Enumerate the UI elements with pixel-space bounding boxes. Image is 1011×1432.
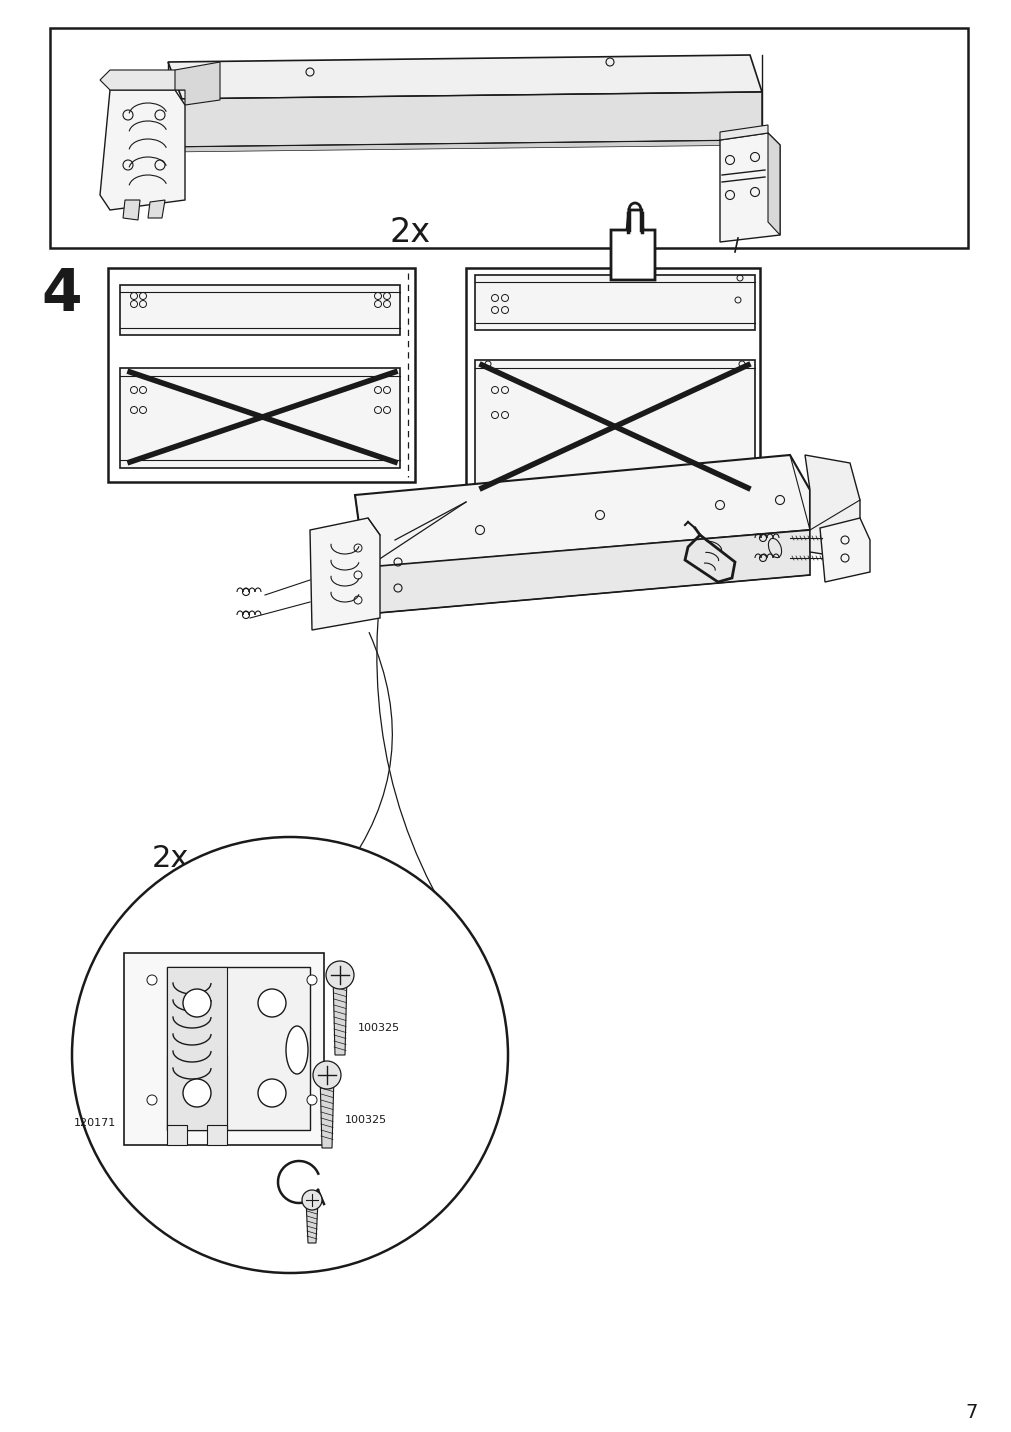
Circle shape [72, 836, 508, 1273]
Polygon shape [804, 455, 859, 560]
Polygon shape [613, 246, 652, 278]
Polygon shape [474, 275, 754, 329]
Polygon shape [819, 518, 869, 581]
Text: 120171: 120171 [74, 1118, 116, 1128]
Polygon shape [333, 975, 347, 1055]
Circle shape [183, 1078, 210, 1107]
Polygon shape [168, 140, 764, 152]
Text: 7: 7 [964, 1402, 977, 1422]
Polygon shape [305, 1200, 317, 1243]
Circle shape [147, 975, 157, 985]
Polygon shape [124, 954, 324, 1146]
Text: 2x: 2x [389, 215, 430, 249]
Polygon shape [719, 125, 767, 140]
Polygon shape [148, 200, 165, 218]
Ellipse shape [286, 1025, 307, 1074]
Polygon shape [767, 133, 779, 235]
Polygon shape [175, 62, 219, 105]
Polygon shape [167, 967, 309, 1130]
Polygon shape [319, 1075, 334, 1148]
Polygon shape [207, 1126, 226, 1146]
Circle shape [258, 990, 286, 1017]
Text: 2x: 2x [152, 843, 188, 872]
Polygon shape [123, 200, 140, 221]
Circle shape [312, 1061, 341, 1088]
Polygon shape [120, 368, 399, 468]
Polygon shape [613, 232, 628, 246]
Polygon shape [719, 133, 779, 242]
Text: 4: 4 [41, 265, 82, 322]
Circle shape [183, 990, 210, 1017]
Circle shape [301, 1190, 321, 1210]
Circle shape [306, 1095, 316, 1106]
Circle shape [326, 961, 354, 990]
Polygon shape [628, 213, 641, 251]
Polygon shape [474, 359, 754, 493]
Polygon shape [168, 92, 761, 147]
Polygon shape [168, 54, 761, 99]
Text: 100325: 100325 [345, 1116, 387, 1126]
Polygon shape [167, 967, 226, 1130]
Polygon shape [120, 285, 399, 335]
Polygon shape [167, 1126, 187, 1146]
Circle shape [147, 1095, 157, 1106]
Polygon shape [355, 530, 809, 614]
Text: 100325: 100325 [358, 1022, 399, 1032]
Polygon shape [100, 90, 185, 211]
Polygon shape [167, 1055, 226, 1130]
Circle shape [258, 1078, 286, 1107]
Polygon shape [611, 211, 654, 281]
Polygon shape [355, 455, 809, 569]
Polygon shape [100, 70, 185, 90]
Polygon shape [309, 518, 379, 630]
Circle shape [306, 975, 316, 985]
